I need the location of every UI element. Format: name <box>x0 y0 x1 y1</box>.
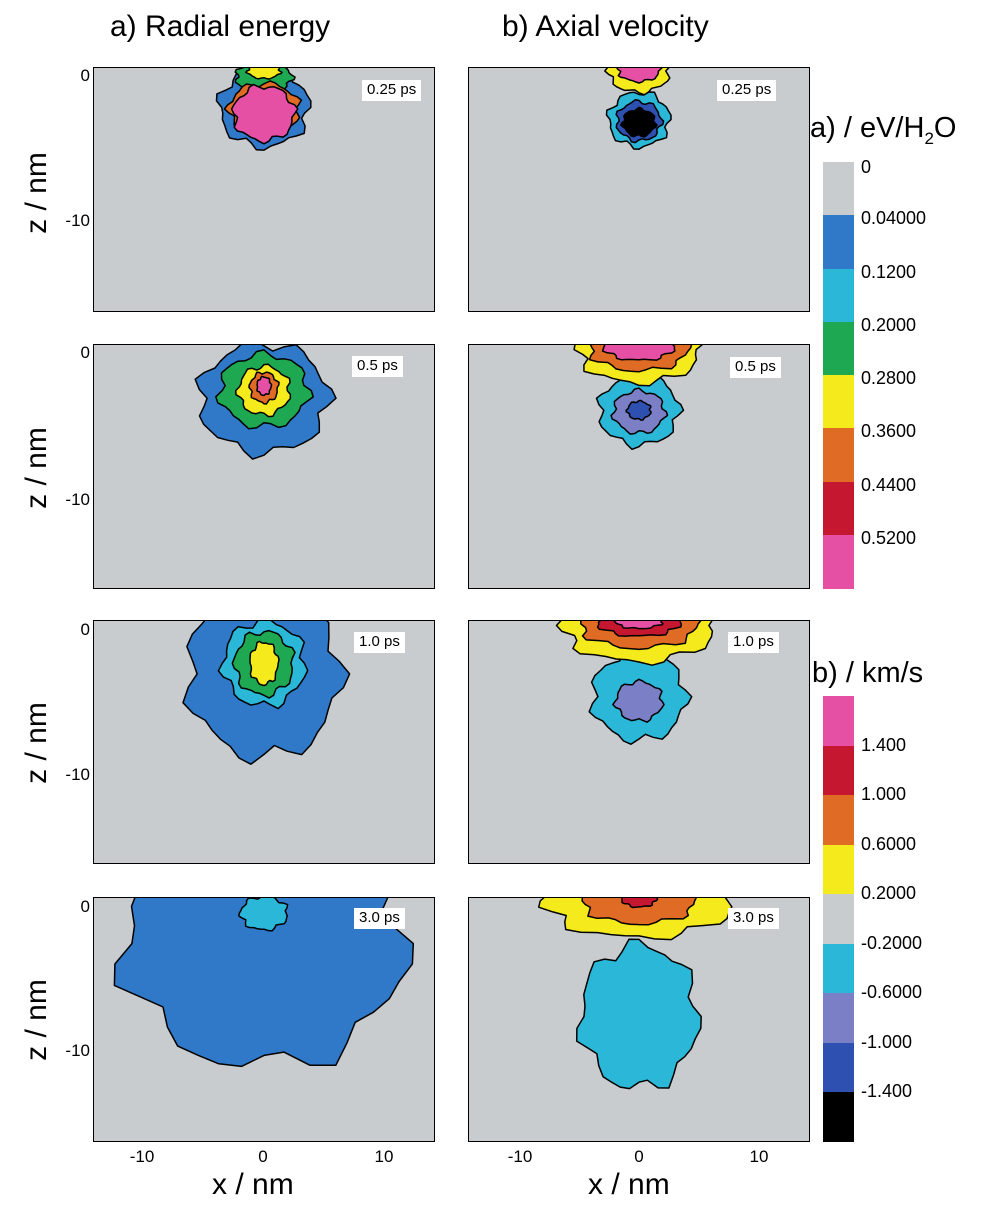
time-label: 1.0 ps <box>354 632 405 653</box>
y-axis-label: z / nm <box>20 148 54 238</box>
heatmap-panel-a-2 <box>93 620 435 864</box>
colorbar-segment <box>823 795 854 845</box>
colorbar-segment <box>823 696 854 746</box>
colorbar-tick-label: -0.6000 <box>861 982 922 1003</box>
colorbar-segment <box>823 845 854 895</box>
x-axis-label-b: x / nm <box>588 1168 670 1202</box>
y-axis-label: z / nm <box>20 423 54 513</box>
colorbar-tick-label: 0.1200 <box>861 262 916 283</box>
colorbar-b-title: b) / km/s <box>812 657 923 690</box>
time-label: 0.5 ps <box>352 356 403 377</box>
heatmap-svg <box>469 621 809 863</box>
colorbar-tick-label: 0 <box>861 157 871 178</box>
heatmap-panel-b-0 <box>468 67 810 312</box>
colorbar-segment <box>823 215 854 269</box>
colorbar-tick-label: -0.2000 <box>861 933 922 954</box>
colorbar-segment <box>823 1043 854 1093</box>
y-tick: 0 <box>50 343 90 363</box>
colorbar-tick-label: 1.000 <box>861 784 906 805</box>
y-axis-label: z / nm <box>20 975 54 1065</box>
colorbar-segment <box>823 535 854 589</box>
time-label: 3.0 ps <box>728 908 779 929</box>
y-tick: 0 <box>50 620 90 640</box>
y-tick: 0 <box>50 66 90 86</box>
contour-region <box>577 939 702 1088</box>
colorbar-tick-label: 0.6000 <box>861 834 916 855</box>
colorbar-segment <box>823 993 854 1043</box>
x-tick: 10 <box>364 1147 404 1167</box>
colorbar-tick-label: 0.2000 <box>861 883 916 904</box>
colorbar-segment <box>823 162 854 216</box>
colorbar-tick-label: -1.400 <box>861 1081 912 1102</box>
x-tick: -10 <box>500 1147 540 1167</box>
heatmap-panel-b-2 <box>468 620 810 864</box>
column-title-axial-velocity: b) Axial velocity <box>502 10 709 44</box>
heatmap-svg <box>469 898 809 1141</box>
colorbar-a <box>823 162 854 588</box>
heatmap-svg <box>469 68 809 311</box>
colorbar-segment <box>823 375 854 429</box>
x-axis-label-a: x / nm <box>212 1168 294 1202</box>
colorbar-tick-label: 0.2800 <box>861 368 916 389</box>
colorbar-tick-label: 1.400 <box>861 735 906 756</box>
time-label: 1.0 ps <box>728 632 779 653</box>
y-tick: 0 <box>50 897 90 917</box>
colorbar-tick-label: 0.3600 <box>861 421 916 442</box>
heatmap-panel-b-1 <box>468 344 810 589</box>
colorbar-tick-label: 0.04000 <box>861 208 926 229</box>
time-label: 3.0 ps <box>354 908 405 929</box>
heatmap-svg <box>94 345 434 588</box>
x-tick: -10 <box>122 1147 162 1167</box>
colorbar-segment <box>823 322 854 376</box>
colorbar-segment <box>823 482 854 536</box>
time-label: 0.25 ps <box>362 80 421 101</box>
colorbar-tick-label: 0.4400 <box>861 475 916 496</box>
x-tick: 0 <box>619 1147 659 1167</box>
colorbar-segment <box>823 1092 854 1142</box>
heatmap-svg <box>94 898 434 1141</box>
column-title-radial-energy: a) Radial energy <box>110 10 330 44</box>
x-tick: 0 <box>243 1147 283 1167</box>
time-label: 0.25 ps <box>717 80 776 101</box>
colorbar-segment <box>823 894 854 944</box>
colorbar-segment <box>823 944 854 994</box>
colorbar-segment <box>823 269 854 323</box>
heatmap-svg <box>469 345 809 588</box>
colorbar-a-title: a) / eV/H2O <box>810 112 956 149</box>
heatmap-panel-a-3 <box>93 897 435 1142</box>
y-tick: -10 <box>50 1041 90 1061</box>
y-axis-label: z / nm <box>20 698 54 788</box>
heatmap-svg <box>94 621 434 863</box>
colorbar-tick-label: 0.5200 <box>861 528 916 549</box>
heatmap-panel-a-1 <box>93 344 435 589</box>
x-tick: 10 <box>739 1147 779 1167</box>
heatmap-svg <box>94 68 434 311</box>
time-label: 0.5 ps <box>730 357 781 378</box>
y-tick: -10 <box>50 211 90 231</box>
colorbar-tick-label: 0.2000 <box>861 315 916 336</box>
y-tick: -10 <box>50 765 90 785</box>
y-tick: -10 <box>50 490 90 510</box>
heatmap-panel-a-0 <box>93 67 435 312</box>
colorbar-segment <box>823 428 854 482</box>
colorbar-segment <box>823 746 854 796</box>
heatmap-panel-b-3 <box>468 897 810 1142</box>
colorbar-tick-label: -1.000 <box>861 1032 912 1053</box>
colorbar-b <box>823 696 854 1142</box>
